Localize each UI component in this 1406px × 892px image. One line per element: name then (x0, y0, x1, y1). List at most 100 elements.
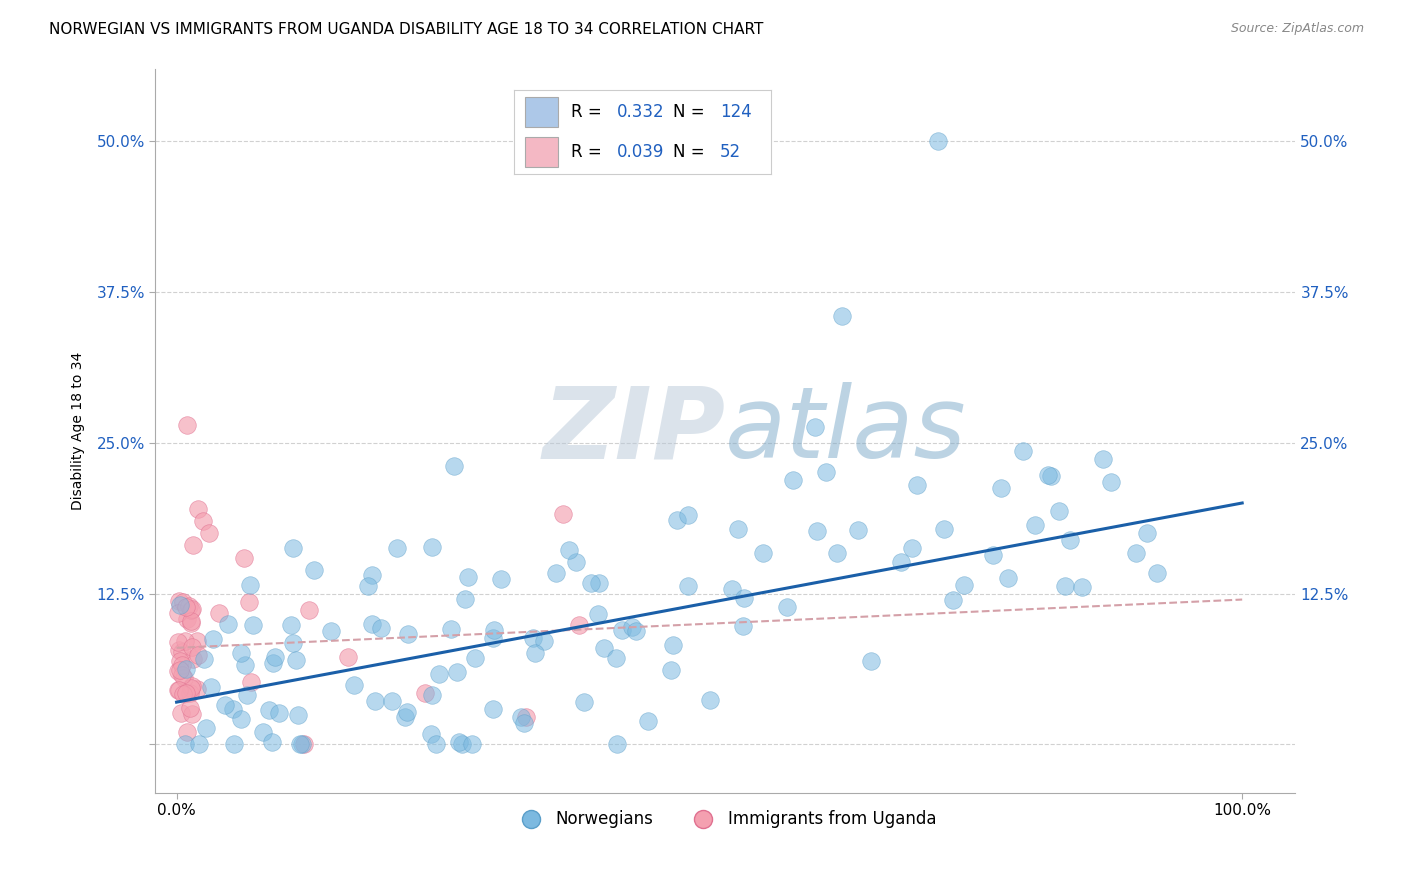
Point (370, 621, 392, 635)
Point (174, 662, 197, 676)
Point (676, 578, 699, 592)
Point (941, 592, 963, 607)
Point (280, 618, 302, 632)
Y-axis label: Disability Age 18 to 34: Disability Age 18 to 34 (72, 351, 86, 509)
Point (281, 636, 304, 650)
Point (343, 678, 366, 692)
Point (1146, 566, 1168, 580)
Point (427, 666, 450, 681)
Point (269, 706, 291, 720)
Point (997, 571, 1019, 585)
Point (239, 578, 262, 592)
Point (167, 643, 190, 657)
Point (217, 616, 239, 631)
Point (229, 646, 252, 660)
Point (420, 727, 443, 741)
Point (176, 612, 198, 626)
Point (281, 541, 304, 556)
Point (453, 592, 475, 607)
Point (169, 664, 191, 678)
Point (193, 652, 215, 666)
Point (233, 551, 256, 566)
Point (180, 603, 202, 617)
Point (224, 738, 246, 752)
Point (806, 524, 828, 539)
Point (551, 507, 574, 521)
Point (457, 570, 479, 584)
Point (1136, 525, 1159, 540)
Point (364, 694, 387, 708)
Point (172, 668, 194, 682)
Point (394, 710, 416, 724)
Point (621, 620, 644, 634)
Point (238, 595, 260, 609)
Point (523, 646, 546, 660)
Point (727, 523, 749, 537)
Point (1047, 504, 1070, 518)
Point (262, 656, 284, 670)
Point (396, 706, 419, 720)
Point (825, 546, 848, 560)
Point (170, 706, 193, 720)
Point (420, 540, 443, 554)
Point (637, 714, 659, 729)
Point (260, 735, 283, 749)
Point (558, 542, 581, 557)
Point (610, 623, 633, 637)
Point (187, 738, 209, 752)
Point (482, 623, 505, 637)
Point (1059, 533, 1081, 547)
Point (814, 465, 837, 479)
Point (1054, 579, 1077, 593)
Point (579, 575, 602, 590)
Point (166, 664, 188, 678)
Point (860, 654, 883, 668)
Point (1039, 469, 1062, 483)
Point (180, 681, 202, 695)
Point (229, 712, 252, 726)
Point (396, 627, 419, 641)
Point (240, 674, 263, 689)
Point (264, 650, 287, 665)
Point (546, 566, 568, 580)
Point (900, 541, 922, 556)
Point (356, 579, 378, 593)
Point (294, 738, 316, 752)
Point (202, 632, 225, 647)
Point (387, 541, 409, 555)
Point (482, 702, 505, 716)
Point (699, 692, 721, 706)
Point (659, 663, 682, 677)
Point (174, 600, 197, 615)
Point (381, 694, 404, 708)
Point (180, 640, 202, 655)
Point (181, 679, 204, 693)
Point (195, 722, 218, 736)
Point (235, 688, 257, 702)
Point (731, 619, 754, 633)
Point (242, 617, 264, 632)
Point (361, 568, 384, 582)
Point (425, 738, 447, 752)
Point (666, 513, 689, 527)
Point (169, 654, 191, 668)
Point (846, 523, 869, 537)
Point (606, 738, 628, 752)
Point (415, 686, 437, 700)
Point (572, 695, 595, 709)
Point (446, 665, 468, 679)
Point (568, 618, 591, 632)
Point (180, 602, 202, 616)
Point (804, 420, 827, 434)
Point (179, 701, 201, 715)
Point (252, 725, 274, 739)
Point (257, 703, 280, 717)
Point (676, 508, 699, 522)
Point (291, 738, 314, 752)
Point (172, 595, 194, 609)
Point (831, 309, 853, 323)
Point (733, 591, 755, 605)
Text: ZIP: ZIP (543, 382, 725, 479)
Point (172, 644, 194, 658)
Point (361, 616, 384, 631)
